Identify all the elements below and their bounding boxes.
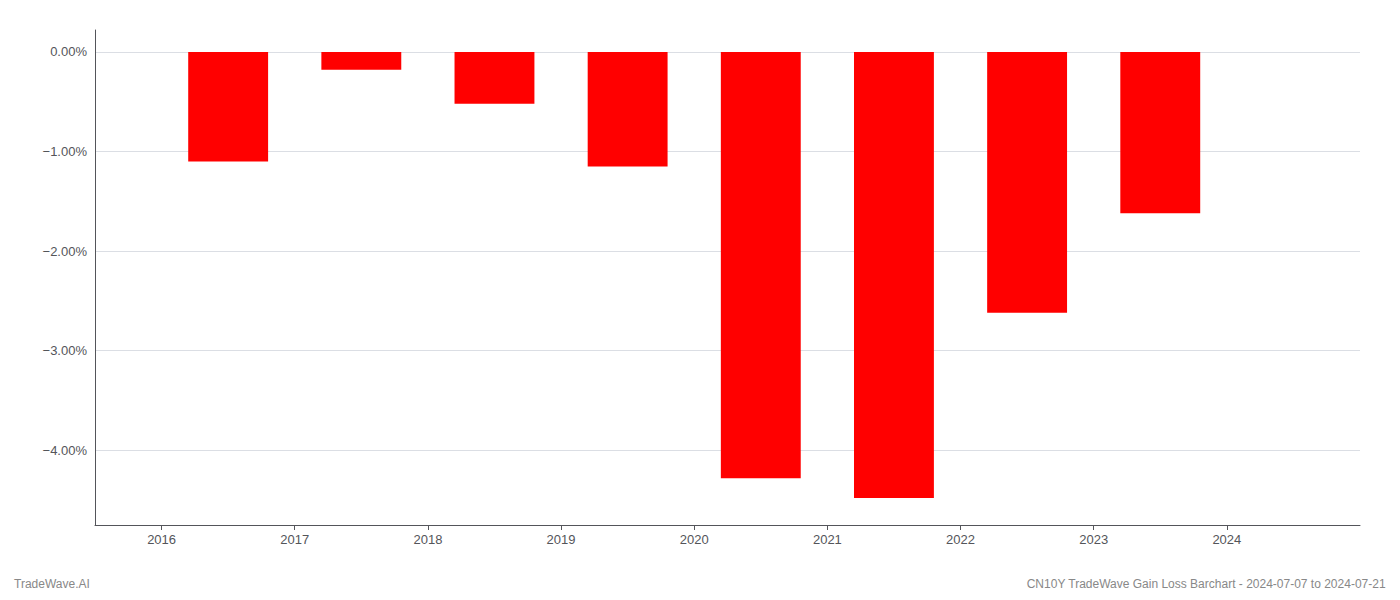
svg-text:CN10Y TradeWave Gain Loss Barc: CN10Y TradeWave Gain Loss Barchart - 202… [1027,577,1386,591]
svg-text:2023: 2023 [1079,532,1108,547]
svg-text:2019: 2019 [547,532,576,547]
svg-text:2017: 2017 [280,532,309,547]
svg-text:−3.00%: −3.00% [43,343,88,358]
svg-text:2020: 2020 [680,532,709,547]
svg-text:0.00%: 0.00% [50,44,87,59]
svg-text:2018: 2018 [413,532,442,547]
svg-text:−2.00%: −2.00% [43,244,88,259]
svg-text:2021: 2021 [813,532,842,547]
svg-text:2022: 2022 [946,532,975,547]
svg-text:−1.00%: −1.00% [43,144,88,159]
svg-text:2024: 2024 [1212,532,1241,547]
svg-text:−4.00%: −4.00% [43,443,88,458]
svg-text:TradeWave.AI: TradeWave.AI [14,577,90,591]
svg-text:2016: 2016 [147,532,176,547]
